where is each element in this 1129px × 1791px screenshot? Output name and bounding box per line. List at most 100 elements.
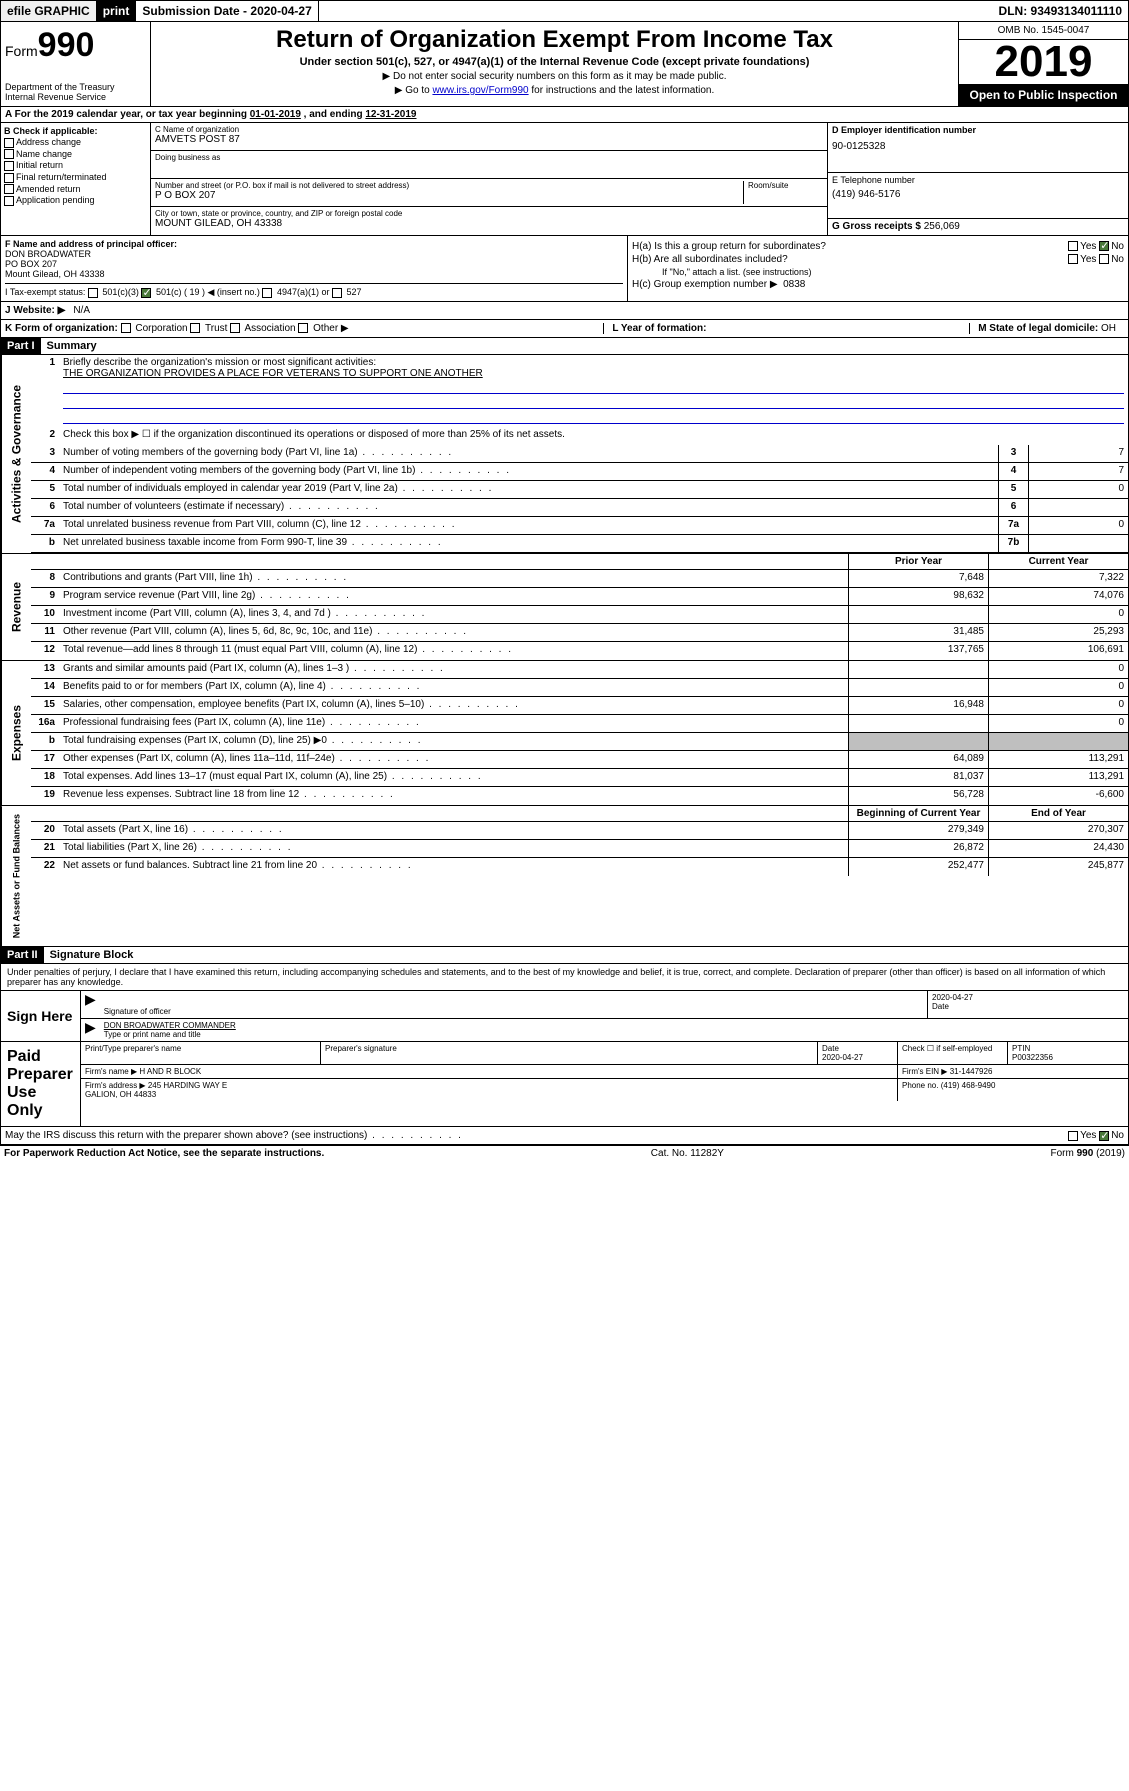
phone-label: E Telephone number [832,175,1124,185]
form-title: Return of Organization Exempt From Incom… [159,26,950,54]
section-j: J Website: ▶ N/A [0,302,1129,320]
k-trust[interactable] [190,323,200,333]
discuss-no[interactable] [1099,1131,1109,1141]
sig-date: 2020-04-27 [932,993,1124,1002]
hb-yes[interactable] [1068,254,1078,264]
table-row: 19Revenue less expenses. Subtract line 1… [31,787,1128,805]
officer-label: F Name and address of principal officer: [5,239,177,249]
hb-note: If "No," attach a list. (see instruction… [632,267,1124,277]
perjury-text: Under penalties of perjury, I declare th… [1,964,1128,990]
net-header: Beginning of Current Year End of Year [31,806,1128,822]
firm-name-label: Firm's name ▶ [85,1067,137,1076]
check-501c[interactable] [141,288,151,298]
hc-label: H(c) Group exemption number ▶ [632,279,778,290]
check-final[interactable]: Final return/terminated [4,172,147,183]
website-label: J Website: ▶ [5,305,65,316]
note-link: ▶ Go to www.irs.gov/Form990 for instruct… [159,85,950,96]
header-right: OMB No. 1545-0047 2019 Open to Public In… [958,22,1128,106]
period-mid: , and ending [304,109,366,120]
submission-value: 2020-04-27 [250,4,311,18]
dln: DLN: 93493134011110 [993,1,1128,21]
signature-block: Under penalties of perjury, I declare th… [0,964,1129,1145]
col-end: End of Year [988,806,1128,821]
check-address[interactable]: Address change [4,137,147,148]
submission-date: Submission Date - 2020-04-27 [136,1,318,21]
part2-title: Signature Block [44,947,140,963]
k-corp[interactable] [121,323,131,333]
expenses-section: Expenses 13Grants and similar amounts pa… [0,661,1129,806]
check-initial[interactable]: Initial return [4,160,147,171]
officer-printed: DON BROADWATER COMMANDER [104,1021,236,1030]
table-row: 6Total number of volunteers (estimate if… [31,499,1128,517]
side-netassets: Net Assets or Fund Balances [1,806,31,946]
firm-ein-label: Firm's EIN ▶ [902,1067,947,1076]
rev-header: Prior Year Current Year [31,554,1128,570]
sig-officer-label: Signature of officer [104,1007,923,1016]
firm-addr-label: Firm's address ▶ [85,1081,146,1090]
check-amended[interactable]: Amended return [4,184,147,195]
check-501c3[interactable] [88,288,98,298]
table-row: 18Total expenses. Add lines 13–17 (must … [31,769,1128,787]
mission-text: THE ORGANIZATION PROVIDES A PLACE FOR VE… [63,368,483,379]
form-header: Form990 Department of the Treasury Inter… [0,22,1129,107]
table-row: 17Other expenses (Part IX, column (A), l… [31,751,1128,769]
table-row: 20Total assets (Part X, line 16)279,3492… [31,822,1128,840]
table-row: 13Grants and similar amounts paid (Part … [31,661,1128,679]
hb-label: H(b) Are all subordinates included? [632,254,788,265]
arrow-icon: ▶ [81,1019,100,1041]
k-assoc[interactable] [230,323,240,333]
table-row: 7aTotal unrelated business revenue from … [31,517,1128,535]
discuss-yes[interactable] [1068,1131,1078,1141]
irs-link[interactable]: www.irs.gov/Form990 [432,85,528,96]
dln-label: DLN: [999,4,1028,18]
city-label: City or town, state or province, country… [155,209,823,218]
print-button[interactable]: print [97,1,137,21]
m-label: M State of legal domicile: [978,323,1098,334]
check-4947[interactable] [262,288,272,298]
section-m: M State of legal domicile: OH [969,323,1124,334]
ha-label: H(a) Is this a group return for subordin… [632,241,826,252]
org-name-label: C Name of organization [155,125,823,134]
m-val: OH [1101,323,1116,334]
firm-ein: 31-1447926 [950,1067,993,1076]
gross-label: G Gross receipts $ [832,221,921,232]
note2-pre: ▶ Go to [395,85,433,96]
check-527[interactable] [332,288,342,298]
table-row: 11Other revenue (Part VIII, column (A), … [31,624,1128,642]
paperwork-notice: For Paperwork Reduction Act Notice, see … [4,1148,324,1159]
k-other[interactable] [298,323,308,333]
tax-status-label: I Tax-exempt status: [5,287,85,297]
top-bar: efile GRAPHIC print Submission Date - 20… [0,0,1129,22]
col-prior: Prior Year [848,554,988,569]
side-expenses: Expenses [1,661,31,805]
discuss-text: May the IRS discuss this return with the… [5,1130,463,1141]
paid-preparer: Paid Preparer Use Only [1,1042,81,1126]
check-pending[interactable]: Application pending [4,195,147,206]
check-name[interactable]: Name change [4,149,147,160]
info-grid: B Check if applicable: Address change Na… [0,123,1129,236]
note2-post: for instructions and the latest informat… [529,85,715,96]
officer-addr2: Mount Gilead, OH 43338 [5,269,623,279]
form-subtitle: Under section 501(c), 527, or 4947(a)(1)… [159,56,950,68]
section-c: C Name of organization AMVETS POST 87 Do… [151,123,828,235]
netassets-section: Net Assets or Fund Balances Beginning of… [0,806,1129,947]
dln-value: 93493134011110 [1031,4,1122,18]
org-name: AMVETS POST 87 [155,134,823,145]
ha-no[interactable] [1099,241,1109,251]
hb-no[interactable] [1099,254,1109,264]
addr: P O BOX 207 [155,190,743,201]
phone: (419) 946-5176 [832,189,1124,200]
ha-yes[interactable] [1068,241,1078,251]
table-row: 14Benefits paid to or for members (Part … [31,679,1128,697]
line2-discontinued: Check this box ▶ ☐ if the organization d… [59,427,1128,445]
table-row: 9Program service revenue (Part VIII, lin… [31,588,1128,606]
part1-title: Summary [41,338,103,354]
part1-header-row: Part I Summary [0,338,1129,355]
section-h: H(a) Is this a group return for subordin… [628,236,1128,301]
section-k: K Form of organization: Corporation Trus… [5,323,349,334]
arrow-icon: ▶ [81,991,100,1018]
tax-year: 2019 [959,40,1128,84]
ein: 90-0125328 [832,141,1124,152]
col-current: Current Year [988,554,1128,569]
gross-receipts: 256,069 [924,221,960,232]
